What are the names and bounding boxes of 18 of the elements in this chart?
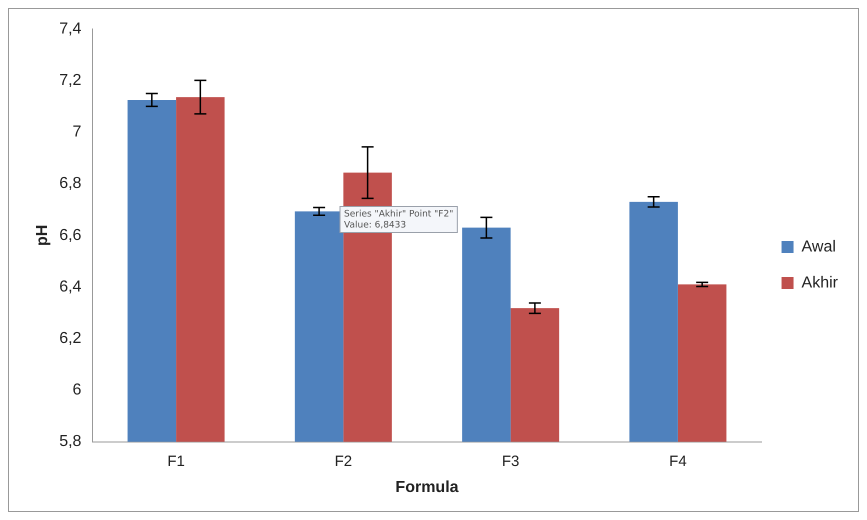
y-tick-label: 6,8: [59, 175, 82, 192]
annotation: Series "Akhir" Point "F2" Value: 6,8433: [344, 209, 454, 230]
y-tick-label: 7,4: [59, 20, 82, 38]
x-tick-label: F4: [669, 452, 687, 470]
x-tick-label: F2: [334, 452, 352, 470]
y-tick-label: 6: [72, 382, 82, 399]
x-tick-label: F3: [502, 452, 520, 470]
y-axis-title: pH: [34, 224, 52, 246]
x-axis-title: Formula: [395, 478, 459, 496]
y-tick-label: 6,2: [59, 330, 82, 348]
y-tick-label: 5,8: [59, 433, 82, 450]
y-tick-label: 7,2: [59, 72, 82, 90]
y-tick-label: 6,6: [59, 226, 82, 244]
y-tick-label: 6,4: [59, 278, 82, 296]
legend-label: Akhir: [802, 274, 839, 292]
x-tick-label: F1: [167, 452, 185, 470]
y-tick-label: 7: [72, 124, 82, 141]
legend-label: Awal: [802, 238, 836, 256]
